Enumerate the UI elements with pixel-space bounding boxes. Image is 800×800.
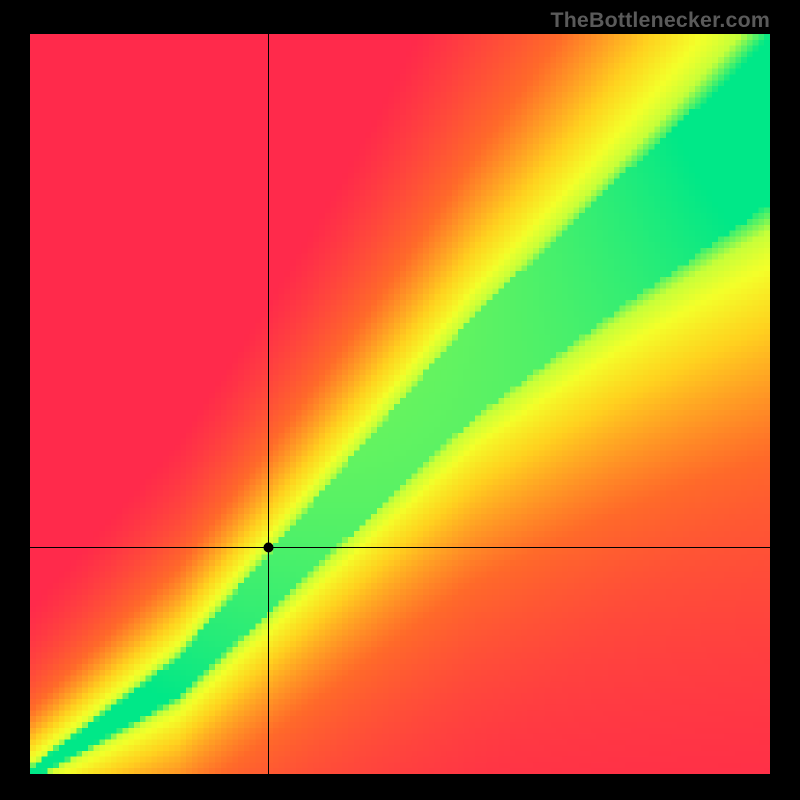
watermark-text: TheBottlenecker.com (550, 8, 770, 33)
crosshair-overlay (30, 34, 770, 774)
chart-frame: { "watermark": { "text": "TheBottlenecke… (0, 0, 800, 800)
